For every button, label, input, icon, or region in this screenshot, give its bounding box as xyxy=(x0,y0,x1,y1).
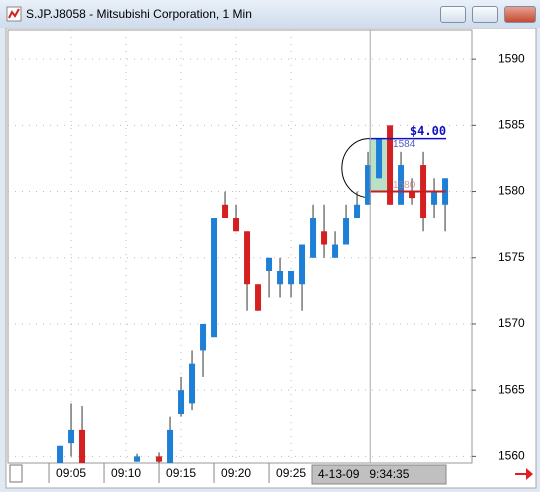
title-bar: S.JP.J8058 - Mitsubishi Corporation, 1 M… xyxy=(0,0,540,28)
chart: 1560 1565 1570 1575 1580 1585 1590 09:05 09:10 09… xyxy=(5,28,537,489)
window-title: S.JP.J8058 - Mitsubishi Corporation, 1 M… xyxy=(26,7,252,21)
candle-body xyxy=(321,231,328,245)
candle-body xyxy=(365,165,372,205)
candle-body xyxy=(167,429,174,463)
plot-area xyxy=(7,29,473,464)
cursor-label-box xyxy=(311,464,447,485)
candle-body xyxy=(343,218,350,245)
scroll-box[interactable] xyxy=(9,464,23,483)
candle-body xyxy=(211,218,218,338)
candle-body xyxy=(277,270,284,285)
y-tick-label: 1565 xyxy=(498,382,525,396)
candle-body xyxy=(299,244,306,285)
minimize-button[interactable] xyxy=(440,6,466,23)
candle-body xyxy=(233,218,240,232)
candle-body xyxy=(431,191,438,205)
cursor-label: 4-13-09 9:34:35 xyxy=(318,467,410,481)
candle-body xyxy=(57,445,64,463)
candle-body xyxy=(332,244,339,258)
annotation-label: $4.00 xyxy=(410,124,446,138)
scroll-arrow[interactable] xyxy=(515,468,533,480)
x-tick-label: 09:15 xyxy=(166,466,196,480)
y-tick-label: 1560 xyxy=(498,449,525,463)
y-tick-label: 1580 xyxy=(498,184,525,198)
candle-body xyxy=(310,218,317,258)
x-tick-label: 09:10 xyxy=(111,466,141,480)
candle-body xyxy=(255,284,262,311)
candle-body xyxy=(134,456,141,462)
candle-body xyxy=(200,323,207,351)
x-tick-label: 09:25 xyxy=(276,466,306,480)
maximize-button[interactable] xyxy=(472,6,498,23)
candle-body xyxy=(409,191,416,199)
y-tick-label: 1585 xyxy=(498,118,525,132)
candle-body xyxy=(222,204,229,219)
y-tick-label: 1590 xyxy=(498,51,525,65)
candle-body xyxy=(189,363,196,404)
candle-body xyxy=(79,429,86,463)
x-tick-label: 09:05 xyxy=(56,466,86,480)
drawn-arc xyxy=(341,138,370,199)
app-icon xyxy=(6,6,22,22)
annotation-high-label: 1584 xyxy=(393,139,416,150)
y-tick-label: 1575 xyxy=(498,250,525,264)
candle-body xyxy=(288,270,295,285)
candle-body xyxy=(398,165,405,205)
candle-body xyxy=(178,390,185,415)
y-tick-label: 1570 xyxy=(498,316,525,330)
x-tick-label: 09:20 xyxy=(221,466,251,480)
close-button[interactable] xyxy=(504,6,536,23)
candle-body xyxy=(68,429,75,444)
candle-body xyxy=(376,138,383,179)
annotation-low-label: 1580 xyxy=(393,180,416,191)
candle-body xyxy=(156,456,163,462)
candle-body xyxy=(244,231,251,285)
candle-body xyxy=(266,257,273,271)
candle-body xyxy=(354,204,361,219)
candle-body xyxy=(387,125,394,205)
